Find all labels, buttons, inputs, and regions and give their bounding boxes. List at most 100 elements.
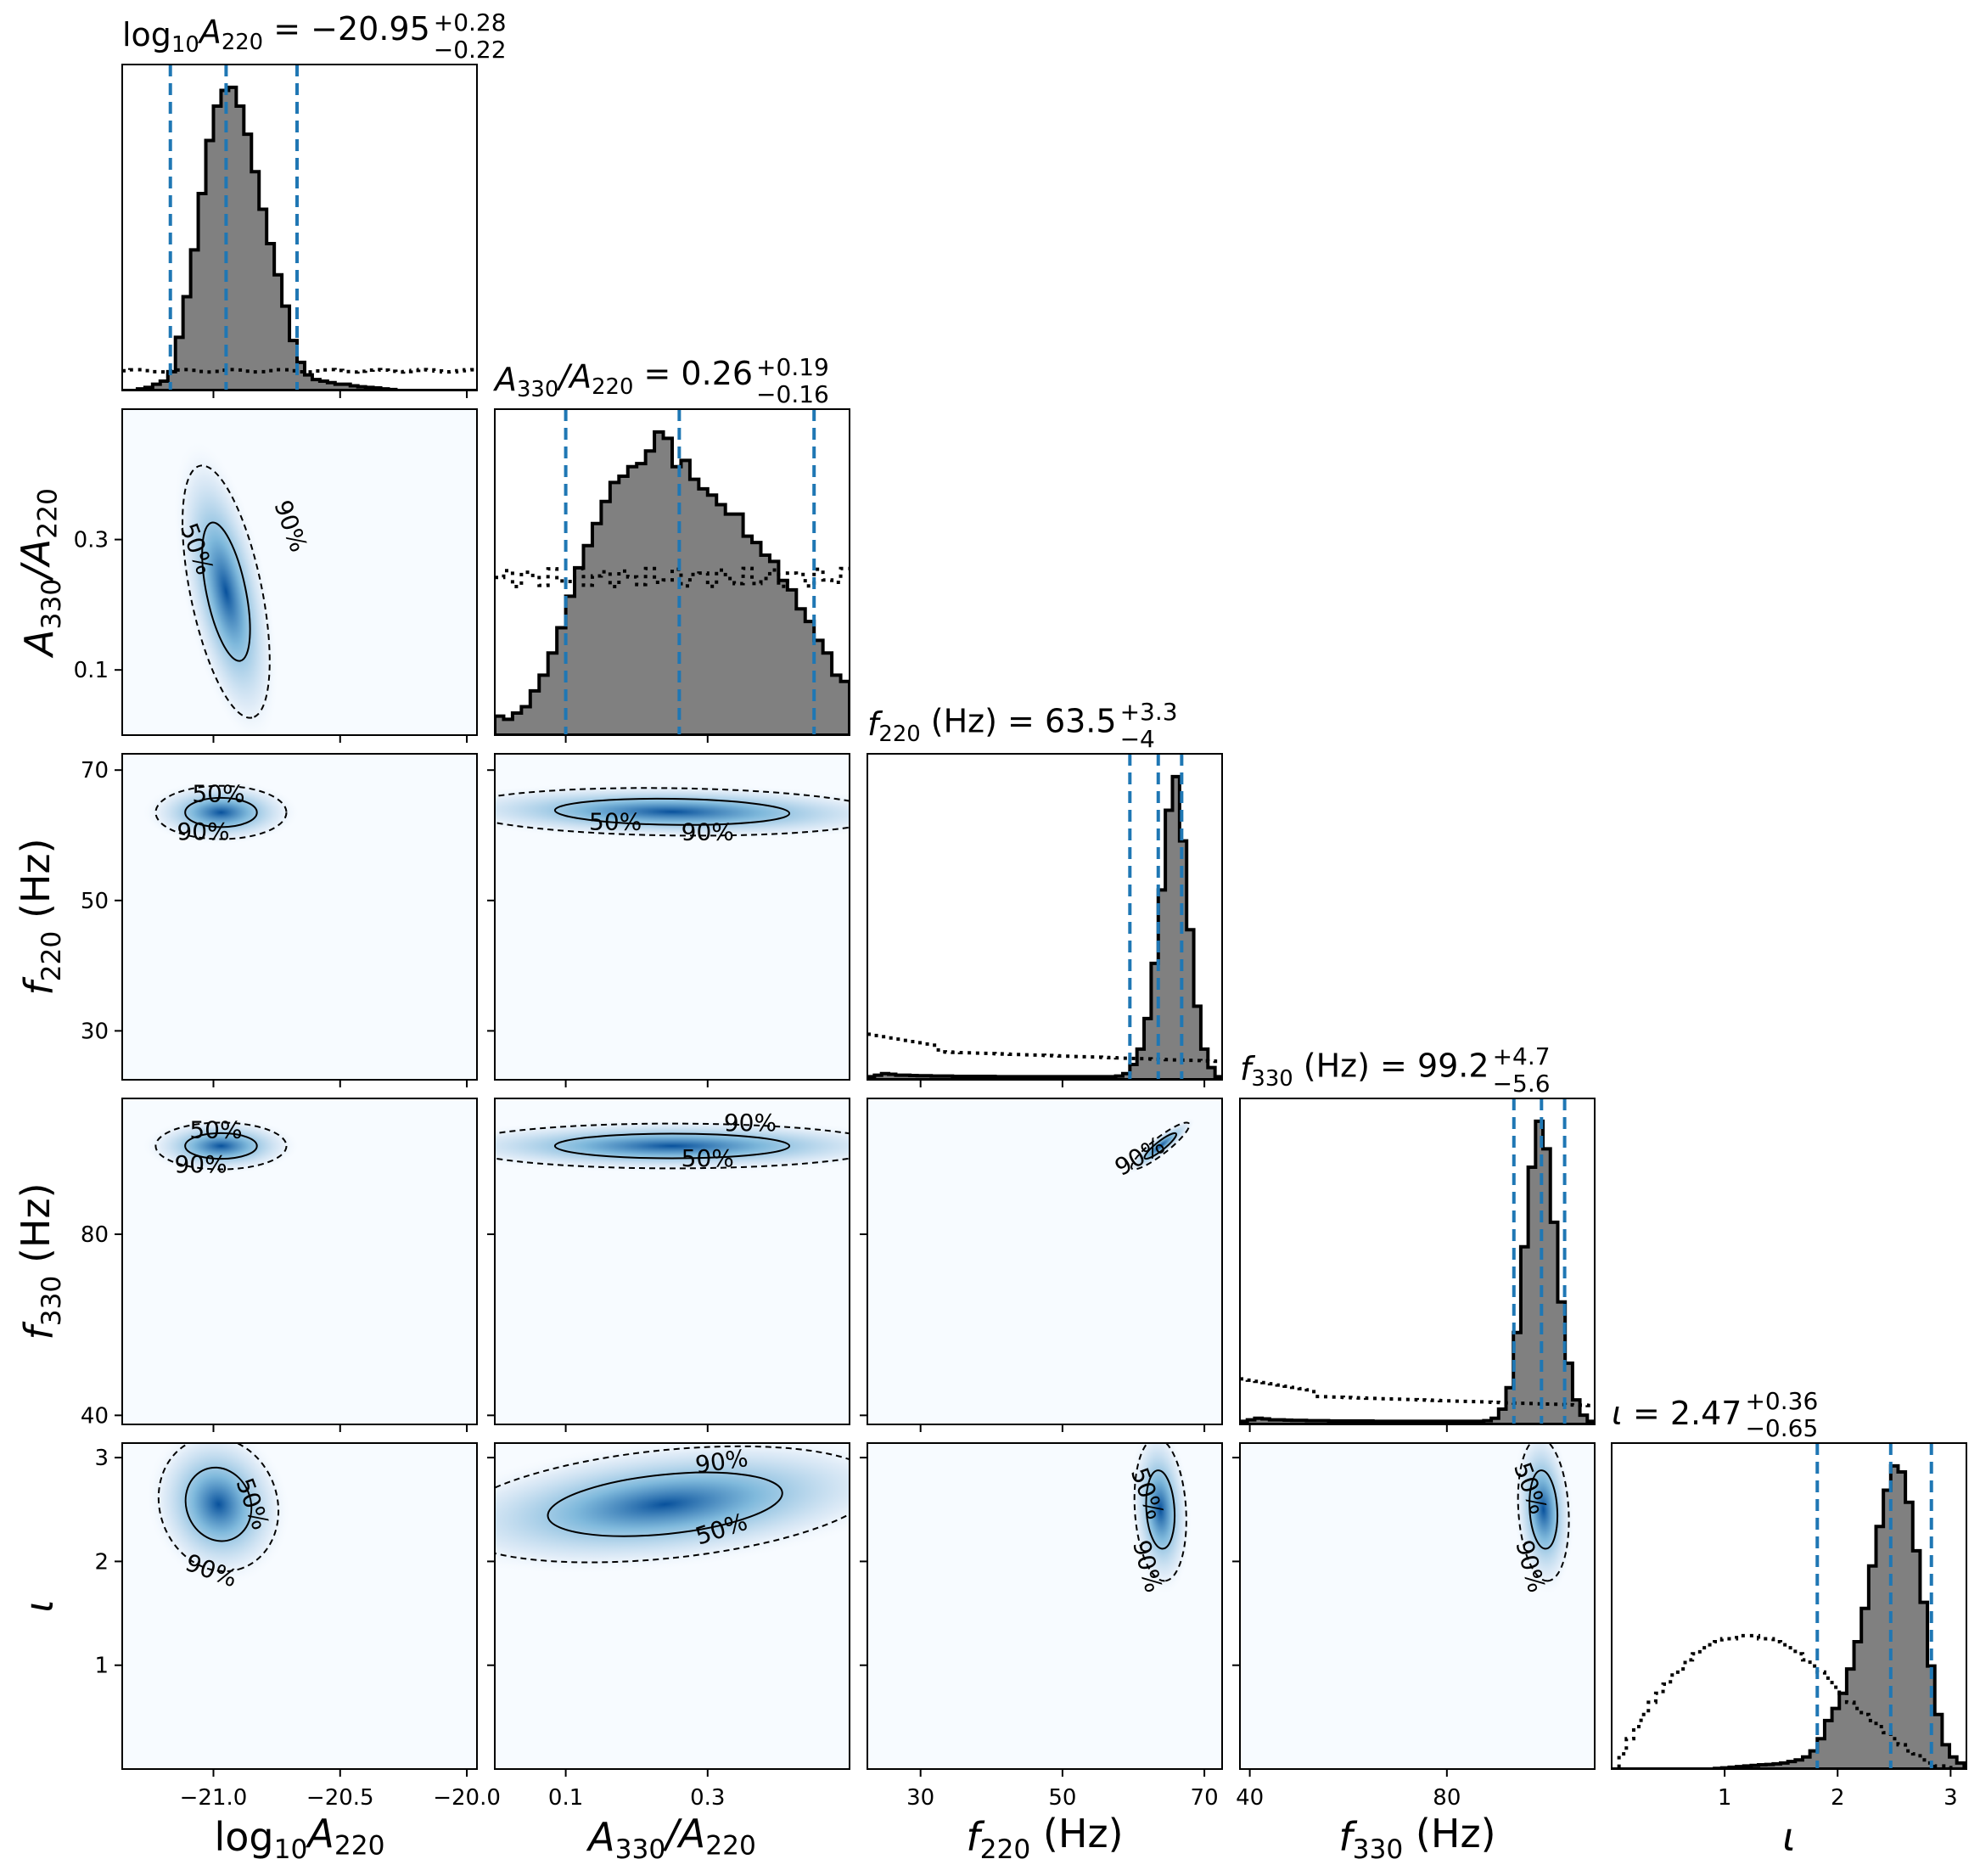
panel-frame [1239,1098,1596,1425]
contour-50 [553,1132,791,1160]
contour-50 [1145,1469,1176,1550]
panel-title-1: A330/A220 = 0.26 [492,355,753,402]
panel-frame [121,408,478,736]
y-tick-label: 0.1 [74,658,109,683]
panel-frame [121,753,478,1081]
contour-label-c50: 50% [682,1144,734,1172]
x-axis-label-2: f220 (Hz) [966,1811,1123,1865]
density-panel-1-0: 50% 90%0.10.3 [74,408,478,743]
density-blob [1512,1443,1574,1597]
y-tick-label: 40 [81,1403,109,1429]
panel-title-0: log10A220 = −20.95 [122,10,430,58]
contour-90 [495,787,850,837]
prior-histogram [122,368,477,374]
x-axis-label-3: f330 (Hz) [1338,1811,1495,1865]
y-axis-label-4: ι [16,1599,62,1613]
contour-label-c90: 90% [724,1109,777,1137]
density-panel-3-0: 50% 90% 40 80 [81,1098,478,1432]
x-tick-label: 1 [1718,1785,1732,1811]
panel-frame [494,1098,850,1425]
panel-frame [867,1442,1223,1770]
x-tick-label: 80 [1433,1785,1461,1811]
contour-50 [201,521,251,662]
x-tick-label: 50 [1048,1785,1076,1811]
x-axis-label-1: A330/A220 [586,1811,756,1865]
contour-50 [184,1132,258,1160]
hist-panel-3: f330 (Hz) = 99.2 +4.7−5.6 [1239,1042,1596,1432]
panel-bg [122,409,477,735]
title-minus-4: −0.65 [1745,1414,1818,1442]
y-tick-label: 0.3 [74,528,109,553]
density-panel-2-1: 50% 90% [487,753,850,1087]
density-blob [142,780,300,845]
hist-panel-1: A330/A220 = 0.26 +0.19−0.16 [492,353,850,743]
title-minus-0: −0.22 [434,36,507,64]
y-axis-label-1: A330/A220 [13,488,67,659]
panel-frame [867,753,1223,1081]
density-blob [142,1117,300,1175]
contour-90 [157,1443,280,1573]
contour-label-c90: 90% [682,818,734,846]
density-panel-4-2: 50%90%30 50 70 [860,1442,1223,1811]
panel-frame [121,1442,478,1770]
contour-label-c50: 50% [589,807,642,835]
panel-frame [867,1098,1223,1425]
density-blob [1129,1443,1192,1597]
hist-panel-2: f220 (Hz) = 63.5 +3.3−4 [867,698,1223,1087]
prior-histogram [867,1032,1222,1064]
title-minus-3: −5.6 [1493,1070,1551,1098]
title-minus-1: −0.16 [756,380,829,408]
panel-frame [494,753,850,1081]
panel-title-2: f220 (Hz) = 63.5 [867,703,1117,748]
contour-90 [495,1122,850,1170]
posterior-histogram [495,430,850,735]
title-minus-2: −4 [1120,725,1155,753]
density-panel-3-1: 50%90% [487,1098,850,1432]
density-blob [146,1443,291,1586]
y-tick-label: 2 [94,1549,109,1575]
y-tick-label: 3 [94,1446,109,1471]
contour-90 [1130,1121,1191,1171]
contour-label-c50: 50% [192,779,244,807]
hist-panel-4: ι = 2.47 +0.36−0.65 1 2 3 [1611,1387,1967,1811]
title-plus-0: +0.28 [434,8,507,37]
y-tick-label: 80 [81,1222,109,1248]
panel-frame [121,64,478,391]
density-blob [173,439,279,735]
x-tick-label: 0.3 [690,1785,725,1811]
density-blob [1125,1117,1196,1175]
title-plus-3: +4.7 [1493,1042,1551,1070]
y-axis-label-2: f220 (Hz) [13,838,67,995]
x-tick-label: 70 [1191,1785,1219,1811]
panel-frame [121,1098,478,1425]
contour-label-c50: 50% [189,1115,242,1143]
panel-title-3: f330 (Hz) = 99.2 [1240,1048,1489,1092]
x-tick-label: 2 [1831,1785,1845,1811]
contour-90 [154,1121,288,1171]
prior-histogram [1240,1377,1595,1407]
x-tick-label: 30 [906,1785,934,1811]
panel-frame [494,408,850,736]
contour-50 [1528,1469,1559,1550]
y-axis-label-3: f330 (Hz) [13,1182,67,1340]
contour-50 [1143,1132,1178,1160]
title-plus-1: +0.19 [756,353,829,381]
x-tick-label: −20.5 [306,1785,374,1811]
panel-title-4: ι = 2.47 [1612,1395,1742,1432]
prior-histogram [1612,1633,1965,1769]
density-panel-2-0: 50% 90% 30 50 70 [81,753,478,1087]
x-tick-label: 40 [1236,1785,1264,1811]
title-plus-4: +0.36 [1745,1387,1818,1415]
posterior-histogram [867,774,1222,1080]
panel-frame [1611,1442,1967,1770]
density-blob [495,1119,850,1173]
contour-label-c90: 90% [174,1150,227,1178]
density-panel-3-2: 90% [860,1098,1223,1432]
x-axis-label-4: ι [1782,1814,1796,1860]
posterior-histogram [122,85,477,390]
contour-50 [547,1471,783,1537]
posterior-histogram [1240,1119,1595,1424]
contour-90 [154,784,288,840]
y-tick-label: 1 [94,1654,109,1679]
